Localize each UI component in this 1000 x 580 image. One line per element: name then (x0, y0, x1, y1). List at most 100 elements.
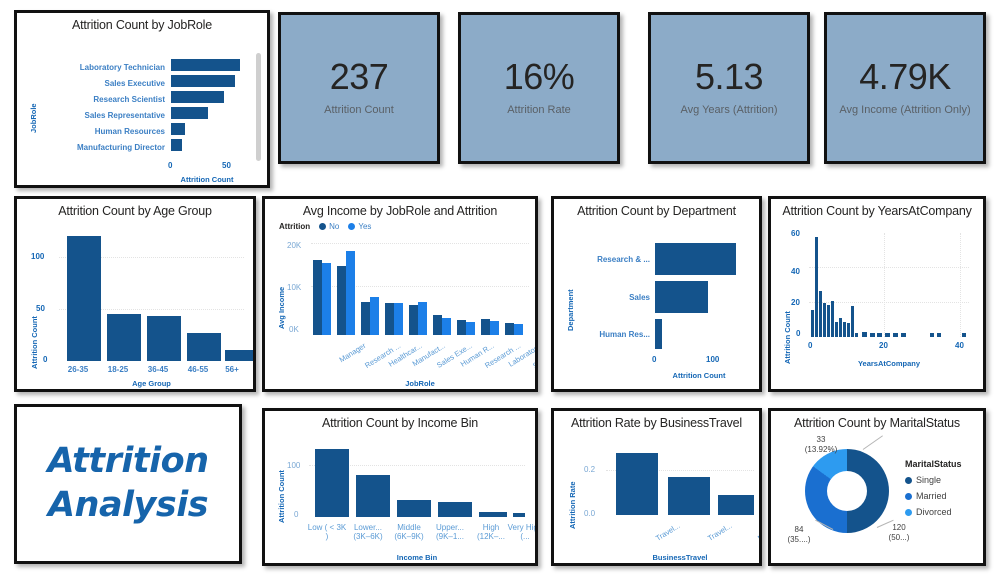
bar-lab-tech-yes[interactable] (490, 321, 499, 335)
axis-label-income-bin-x: Income Bin (396, 553, 438, 562)
bar-yr-14[interactable] (877, 333, 882, 337)
chart-attrition-rate-by-businesstravel[interactable]: Attrition Rate by BusinessTravel Attriti… (551, 408, 762, 566)
chart-attrition-by-jobrole[interactable]: Attrition Count by JobRole JobRole Labor… (14, 10, 270, 188)
kpi-card-avg-income[interactable]: 4.79K Avg Income (Attrition Only) (824, 12, 986, 164)
legend-item-married[interactable]: Married (905, 491, 962, 501)
legend-avg-income[interactable]: Attrition No Yes (279, 222, 371, 231)
bar-yr-16[interactable] (893, 333, 898, 337)
chart-attrition-by-income-bin[interactable]: Attrition Count by Income Bin Attrition … (262, 408, 538, 566)
bar-lab-tech[interactable] (171, 59, 240, 71)
bar-yr-17[interactable] (901, 333, 906, 337)
legend-item-no[interactable]: No (319, 222, 339, 231)
bar-yr-15[interactable] (885, 333, 890, 337)
bar-human-res-no[interactable] (433, 315, 442, 335)
kpi-value-avg-years: 5.13 (694, 56, 764, 98)
bar-sales-exec[interactable] (171, 75, 235, 87)
bar-research-sci[interactable] (171, 91, 224, 103)
bar-research-sci-no[interactable] (457, 320, 466, 335)
chart-attrition-by-department[interactable]: Attrition Count by Department Department… (551, 196, 762, 392)
bar-yr-0[interactable] (811, 310, 814, 337)
bar-income-lower-mid[interactable] (356, 475, 390, 517)
legend-label-single: Single (916, 475, 942, 485)
bar-age-56plus[interactable] (225, 350, 253, 361)
bar-income-low[interactable] (315, 449, 349, 517)
bar-sales-exec-yes[interactable] (418, 302, 427, 335)
xtick-dept-100: 100 (706, 355, 720, 364)
bar-sales-exec-no[interactable] (409, 305, 418, 335)
bar-sales-rep-yes[interactable] (514, 324, 523, 335)
bar-income-upper-mid[interactable] (438, 502, 472, 517)
bar-yr-3[interactable] (823, 303, 826, 337)
cat-label-sales-exec: Sales Executive (104, 79, 165, 88)
xtick-age-46-55: 46-55 (187, 365, 209, 374)
xtick-bt-2: Non-T... (755, 521, 762, 543)
bar-age-26-35[interactable] (67, 236, 101, 361)
bar-manager-yes[interactable] (322, 263, 331, 335)
bar-research-dir-yes[interactable] (346, 251, 355, 335)
bar-yr-8[interactable] (843, 322, 846, 337)
bar-age-46-55[interactable] (187, 333, 221, 361)
bar-manu-dir[interactable] (171, 139, 182, 151)
bar-lab-tech-no[interactable] (481, 319, 490, 335)
bar-yr-32[interactable] (937, 333, 941, 337)
bar-bt-travel-rarely[interactable] (668, 477, 710, 515)
legend-item-divorced[interactable]: Divorced (905, 507, 962, 517)
axis-label-years-x: YearsAtCompany (857, 359, 921, 368)
bar-yr-12[interactable] (862, 332, 867, 337)
donut-ring-maritalstatus[interactable] (805, 449, 889, 533)
bar-yr-1[interactable] (815, 237, 818, 337)
bar-dept-rnd[interactable] (655, 243, 736, 275)
bar-healthcare-no[interactable] (361, 302, 370, 335)
bar-manufacturing-yes[interactable] (394, 303, 403, 335)
bar-age-36-45[interactable] (147, 316, 181, 361)
bar-human-res-yes[interactable] (442, 318, 451, 335)
bar-yr-9[interactable] (847, 323, 850, 337)
bar-yr-13[interactable] (870, 333, 875, 337)
bar-income-middle[interactable] (397, 500, 431, 517)
bar-income-very-high[interactable] (513, 513, 525, 517)
bar-research-sci-yes[interactable] (466, 322, 475, 335)
bar-manager-no[interactable] (313, 260, 322, 335)
bar-healthcare-yes[interactable] (370, 297, 379, 335)
bar-yr-5[interactable] (831, 301, 834, 337)
kpi-card-avg-years[interactable]: 5.13 Avg Years (Attrition) (648, 12, 810, 164)
gridline-10k (311, 286, 529, 287)
kpi-card-attrition-count[interactable]: 237 Attrition Count (278, 12, 440, 164)
bar-bt-travel-frequently[interactable] (616, 453, 658, 515)
chart-attrition-by-yearsatcompany[interactable]: Attrition Count by YearsAtCompany Attrit… (768, 196, 986, 392)
bar-age-18-25[interactable] (107, 314, 141, 361)
axis-label-agegroup-y: Attrition Count (30, 316, 39, 369)
legend-maritalstatus[interactable]: MaritalStatus Single Married Divorced (905, 459, 962, 517)
bar-yr-31[interactable] (930, 333, 934, 337)
ytick-agegroup-100: 100 (31, 252, 45, 261)
chart-scrollbar-jobrole[interactable] (256, 53, 261, 161)
bar-dept-hr[interactable] (655, 319, 662, 349)
legend-item-yes[interactable]: Yes (348, 222, 371, 231)
bar-yr-4[interactable] (827, 305, 830, 337)
bar-research-dir-no[interactable] (337, 266, 346, 335)
kpi-card-attrition-rate[interactable]: 16% Attrition Rate (458, 12, 620, 164)
bar-bt-non-travel[interactable] (718, 495, 754, 515)
chart-attrition-by-agegroup[interactable]: Attrition Count by Age Group Attrition C… (14, 196, 256, 392)
ytick-agegroup-0: 0 (43, 355, 48, 364)
bar-yr-6[interactable] (835, 322, 838, 337)
legend-item-single[interactable]: Single (905, 475, 962, 485)
bar-yr-2[interactable] (819, 291, 822, 337)
bar-income-high[interactable] (479, 512, 507, 517)
dashboard-title-line2: Analysis (47, 485, 209, 525)
axis-label-avg-income-y: Avg Income (277, 286, 286, 329)
bar-human-res[interactable] (171, 123, 185, 135)
bar-sales-rep[interactable] (171, 107, 208, 119)
bar-yr-7[interactable] (839, 318, 842, 337)
bar-yr-40[interactable] (962, 333, 966, 337)
bar-yr-10[interactable] (851, 306, 854, 337)
donut-label-divorced: 33 (13.92%) (793, 435, 849, 455)
bar-manufacturing-no[interactable] (385, 303, 394, 335)
plot-area-jobrole (171, 57, 249, 157)
bar-sales-rep-no[interactable] (505, 323, 514, 335)
chart-avg-income-by-jobrole[interactable]: Avg Income by JobRole and Attrition Attr… (262, 196, 538, 392)
bar-yr-11[interactable] (855, 333, 858, 337)
chart-attrition-by-maritalstatus[interactable]: Attrition Count by MaritalStatus 33 (13.… (768, 408, 986, 566)
plot-area-businesstravel (606, 449, 754, 515)
bar-dept-sales[interactable] (655, 281, 708, 313)
